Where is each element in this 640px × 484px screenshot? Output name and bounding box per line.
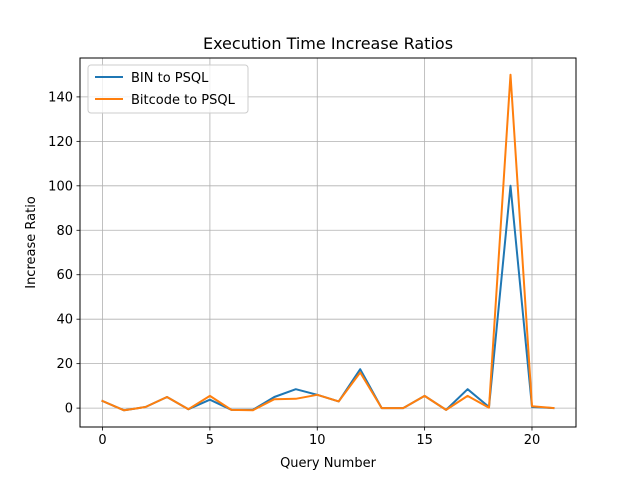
x-axis-label: Query Number [280,456,377,471]
grid [80,58,576,427]
legend-label-bitcode: Bitcode to PSQL [131,93,236,108]
series-group [101,73,555,412]
y-axis-label: Increase Ratio [24,196,39,289]
y-tick-label: 60 [56,268,73,283]
y-tick-label: 80 [56,224,73,239]
y-tick-label: 100 [48,179,73,194]
y-tick-label: 40 [56,313,73,328]
plot-frame [79,57,577,428]
series-line-bitcode-to-psql [101,73,555,412]
chart-title: Execution Time Increase Ratios [203,34,453,53]
x-tick-label: 0 [98,433,106,448]
y-tick-label: 0 [65,402,73,417]
legend-label-bin: BIN to PSQL [131,71,209,86]
ticks: 0 5 10 15 20 0 20 40 60 80 100 120 140 [48,90,540,448]
legend-frame [87,64,249,114]
legend: BIN to PSQL Bitcode to PSQL [87,64,249,114]
y-tick-label: 20 [56,357,73,372]
x-tick-label: 10 [309,433,326,448]
y-tick-label: 140 [48,90,73,105]
y-tick-label: 120 [48,135,73,150]
x-tick-label: 15 [416,433,433,448]
x-tick-label: 20 [524,433,541,448]
x-tick-label: 5 [206,433,214,448]
